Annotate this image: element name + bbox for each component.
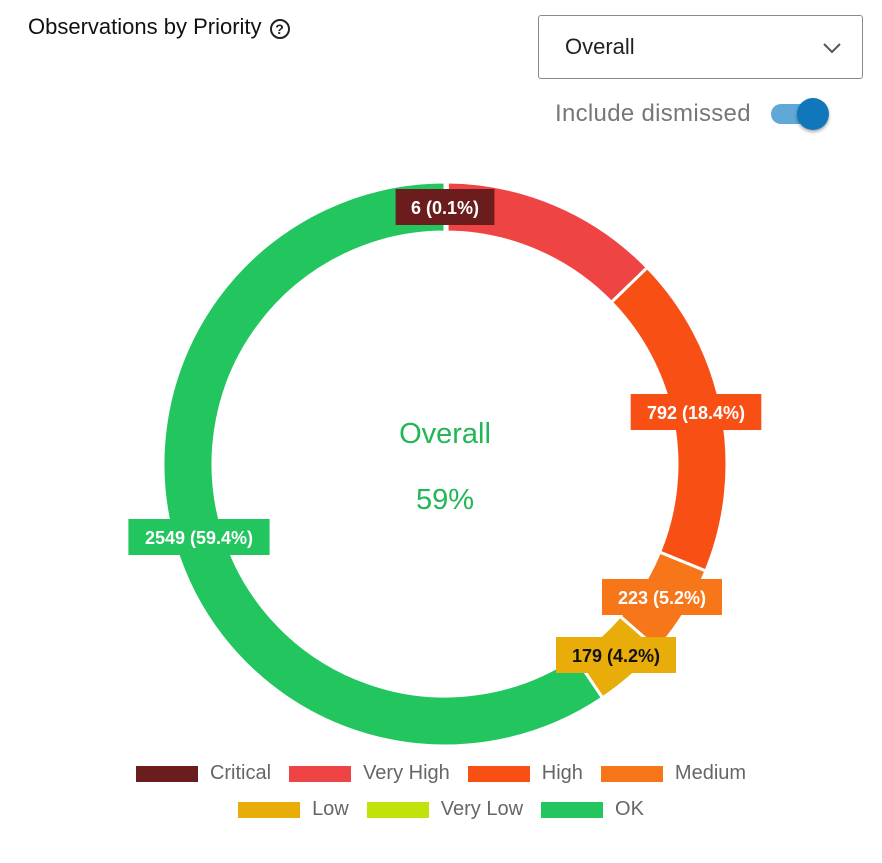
donut-slices bbox=[161, 180, 729, 748]
data-label-text-high: 792 (18.4%) bbox=[647, 403, 745, 423]
legend-item-ok[interactable]: OK bbox=[541, 798, 644, 821]
data-label-medium: 223 (5.2%) bbox=[602, 579, 722, 615]
include-dismissed-toggle[interactable] bbox=[769, 96, 833, 132]
data-label-text-low: 179 (4.2%) bbox=[572, 646, 660, 666]
legend-swatch-high bbox=[467, 765, 530, 782]
chevron-down-icon bbox=[823, 43, 841, 54]
include-dismissed-row: Include dismissed bbox=[555, 96, 833, 132]
legend-item-high[interactable]: High bbox=[467, 762, 583, 785]
legend-label-medium: Medium bbox=[674, 762, 747, 784]
legend-label-ok: OK bbox=[615, 798, 644, 820]
data-label-high: 792 (18.4%) bbox=[630, 394, 762, 430]
legend-item-very-low[interactable]: Very Low bbox=[366, 798, 524, 821]
data-label-text-medium: 223 (5.2%) bbox=[618, 588, 706, 608]
priority-donut-chart: Overall 59% 6 (0.1%) 792 (18.4%) 223 (5.2%… bbox=[128, 180, 762, 748]
legend-item-critical[interactable]: Critical bbox=[135, 762, 272, 785]
legend-row-1: Critical Very High High Medium bbox=[0, 762, 882, 785]
legend-item-medium[interactable]: Medium bbox=[600, 762, 747, 785]
priority-scope-dropdown[interactable]: Overall bbox=[538, 15, 863, 79]
include-dismissed-label: Include dismissed bbox=[555, 100, 751, 127]
data-label-box-high bbox=[630, 394, 762, 430]
slice-data-labels: 6 (0.1%) 792 (18.4%) 223 (5.2%) 179 (4.2%) 2… bbox=[128, 189, 762, 673]
legend-swatch-very-low bbox=[366, 801, 429, 818]
legend-swatch-very-high bbox=[289, 765, 352, 782]
legend-swatch-low bbox=[238, 801, 301, 818]
legend-item-low[interactable]: Low bbox=[238, 798, 349, 821]
chart-title: Observations by Priority bbox=[28, 14, 262, 39]
toggle-knob[interactable] bbox=[796, 98, 829, 130]
legend-label-low: Low bbox=[312, 798, 349, 820]
legend-label-very-high: Very High bbox=[363, 762, 450, 784]
legend-item-very-high[interactable]: Very High bbox=[289, 762, 450, 785]
legend-label-critical: Critical bbox=[209, 762, 272, 784]
chart-header: Observations by Priority ? bbox=[28, 14, 290, 40]
data-label-ok: 2549 (59.4%) bbox=[128, 519, 270, 555]
legend-swatch-critical bbox=[135, 765, 198, 782]
data-label-box-low bbox=[556, 637, 676, 673]
data-label-box-ok bbox=[128, 519, 270, 555]
data-label-box-medium bbox=[602, 579, 722, 615]
donut-center-label: Overall bbox=[399, 418, 491, 450]
legend-label-high: High bbox=[541, 762, 583, 784]
dropdown-selected-value: Overall bbox=[565, 34, 635, 59]
data-label-low: 179 (4.2%) bbox=[556, 637, 676, 673]
legend-label-very-low: Very Low bbox=[440, 798, 524, 820]
data-label-text-critical: 6 (0.1%) bbox=[411, 198, 479, 218]
data-label-text-ok: 2549 (59.4%) bbox=[145, 528, 253, 548]
legend-swatch-ok bbox=[541, 801, 604, 818]
slice-ok[interactable] bbox=[161, 180, 605, 748]
legend-swatch-medium bbox=[600, 765, 663, 782]
legend-row-2: Low Very Low OK bbox=[0, 798, 882, 821]
donut-center-value: 59% bbox=[416, 484, 474, 516]
data-label-critical: 6 (0.1%) bbox=[395, 189, 495, 225]
question-circle-icon[interactable]: ? bbox=[269, 19, 290, 39]
data-label-box-critical bbox=[395, 189, 495, 225]
